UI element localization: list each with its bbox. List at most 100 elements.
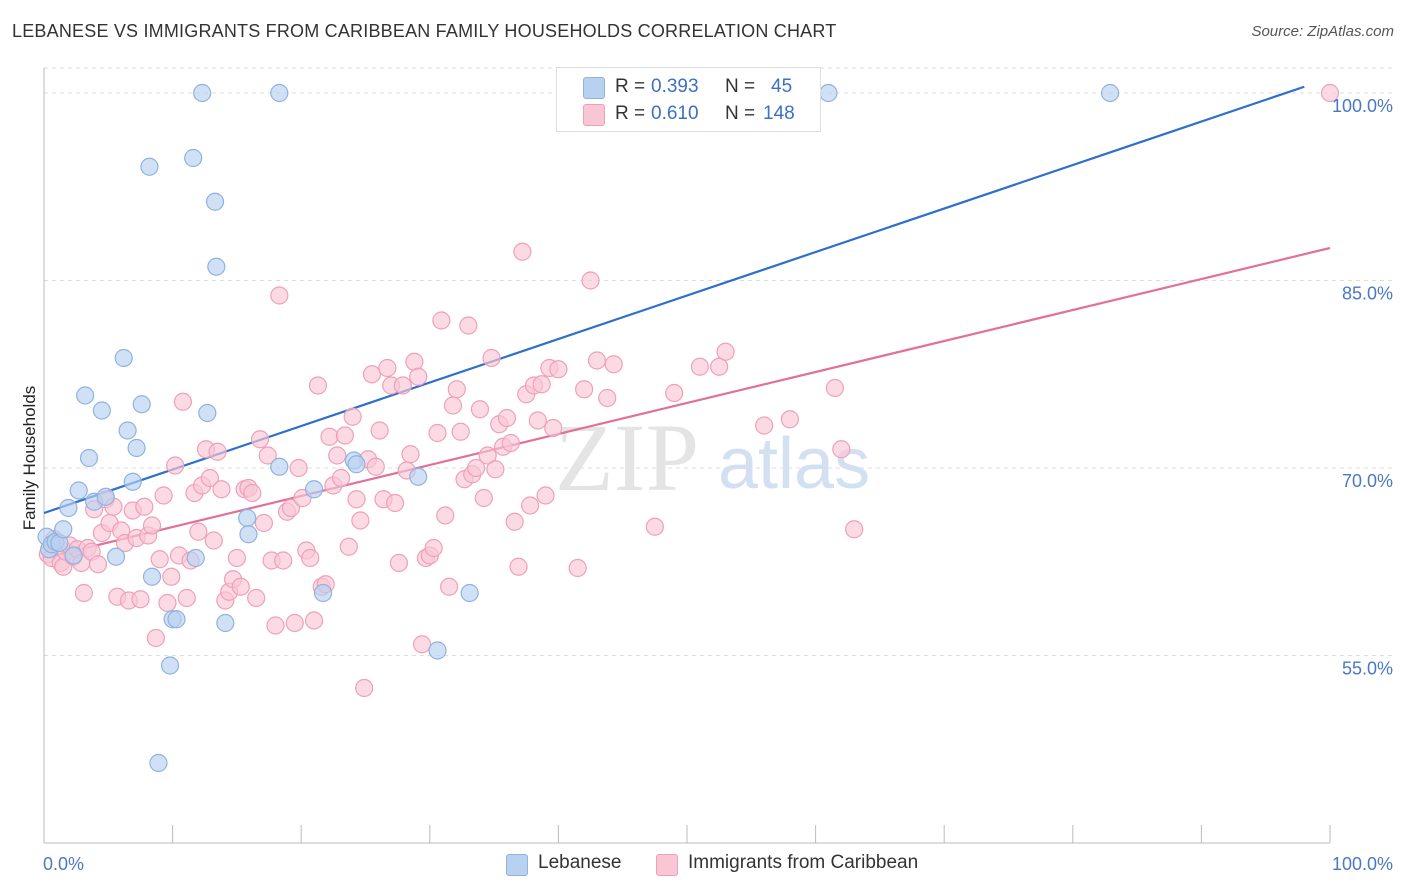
caribbean-point <box>780 410 799 429</box>
stats-box: R = 0.393 N = 45 R = 0.610 N = 148 <box>556 67 821 132</box>
caribbean-point <box>587 351 607 370</box>
x-tick-labels: 0.0% 100.0% <box>43 854 1393 874</box>
caribbean-point <box>665 383 684 403</box>
lebanese-point <box>207 257 226 276</box>
caribbean-point <box>459 316 478 335</box>
legend-label: Lebanese <box>538 852 622 873</box>
lebanese-point <box>123 472 142 491</box>
stats-row-lebanese: R = 0.393 N = 45 <box>557 74 820 102</box>
lebanese-point <box>92 401 111 420</box>
caribbean-point <box>385 493 405 513</box>
lebanese-point <box>198 403 217 423</box>
caribbean-point <box>339 537 358 556</box>
caribbean-point <box>158 593 177 613</box>
lebanese-point <box>142 567 162 586</box>
caribbean-point <box>486 460 505 479</box>
y-tick-label: 70.0% <box>1342 471 1393 491</box>
caribbean-point <box>409 367 428 386</box>
lebanese-point <box>160 656 180 675</box>
caribbean-point <box>135 497 154 516</box>
x-tick-label: 100.0% <box>1332 854 1393 874</box>
caribbean-point <box>274 551 293 570</box>
caribbean-point <box>436 506 455 525</box>
caribbean-point <box>690 357 709 376</box>
caribbean-point <box>505 512 524 531</box>
caribbean-point <box>378 358 397 378</box>
caribbean-point <box>474 488 493 508</box>
caribbean-point <box>74 583 93 603</box>
caribbean-point <box>281 498 301 518</box>
caribbean-point <box>581 271 600 290</box>
caribbean-point <box>575 380 594 399</box>
lebanese-point <box>216 613 235 633</box>
caribbean-point <box>212 480 231 499</box>
legend-label: Immigrants from Caribbean <box>688 852 919 873</box>
legend: Lebanese Immigrants from Caribbean <box>0 851 1406 879</box>
caribbean-point <box>509 557 528 576</box>
caribbean-point <box>355 678 374 698</box>
caribbean-point <box>428 423 447 443</box>
caribbean-point <box>645 517 664 536</box>
lebanese-point <box>184 148 203 168</box>
data-points <box>37 83 1340 773</box>
caribbean-point <box>532 375 551 394</box>
caribbean-point <box>466 458 486 478</box>
lebanese-point <box>64 546 83 565</box>
caribbean-point <box>549 360 568 379</box>
caribbean-point <box>716 342 735 361</box>
chart-title: LEBANESE VS IMMIGRANTS FROM CARIBBEAN FA… <box>12 21 837 41</box>
caribbean-point <box>536 486 555 505</box>
caribbean-point <box>598 388 617 408</box>
caribbean-point <box>250 430 270 449</box>
caribbean-point <box>131 590 150 609</box>
lebanese-point <box>428 641 447 660</box>
lebanese-point <box>193 83 212 103</box>
caribbean-point <box>304 611 324 630</box>
caribbean-point <box>513 242 532 261</box>
caribbean-point <box>825 378 844 398</box>
caribbean-point <box>154 486 173 505</box>
caribbean-point <box>451 422 470 441</box>
caribbean-point <box>832 440 851 459</box>
watermark-zip: ZIP <box>555 404 699 511</box>
caribbean-point <box>1320 83 1340 103</box>
lebanese-point <box>69 481 88 500</box>
caribbean-point <box>328 446 347 465</box>
caribbean-point <box>166 456 185 475</box>
caribbean-point <box>351 511 370 530</box>
caribbean-point <box>301 548 320 568</box>
caribbean-point <box>173 392 192 411</box>
caribbean-point <box>845 520 864 539</box>
caribbean-point <box>439 577 459 596</box>
lebanese-point <box>186 548 205 568</box>
caribbean-point <box>335 426 355 445</box>
lebanese-point <box>96 487 115 506</box>
caribbean-point <box>424 538 443 558</box>
caribbean-point <box>308 376 328 395</box>
r-value: 0.393 <box>651 76 699 97</box>
caribbean-point <box>393 376 412 395</box>
caribbean-point <box>482 348 501 368</box>
caribbean-point <box>150 550 169 569</box>
caribbean-point <box>710 357 729 376</box>
axes <box>43 68 1331 844</box>
caribbean-trend-line <box>43 246 1331 560</box>
y-tick-label: 85.0% <box>1342 284 1393 304</box>
y-axis-label: Family Households <box>20 386 39 531</box>
lebanese-point <box>76 386 95 405</box>
watermark: ZIP atlas <box>555 404 870 511</box>
lebanese-point <box>304 480 324 499</box>
caribbean-point <box>208 442 227 461</box>
caribbean-point <box>370 421 389 440</box>
caribbean-point <box>200 468 219 488</box>
caribbean-point <box>254 513 274 533</box>
caribbean-point <box>528 411 547 430</box>
caribbean-point <box>162 567 181 586</box>
stats-row-caribbean: R = 0.610 N = 148 <box>557 101 820 129</box>
r-label: R = <box>615 103 646 124</box>
y-tick-label: 100.0% <box>1332 96 1393 116</box>
lebanese-point <box>59 498 78 518</box>
lebanese-point <box>238 508 257 528</box>
lebanese-point <box>270 457 289 476</box>
